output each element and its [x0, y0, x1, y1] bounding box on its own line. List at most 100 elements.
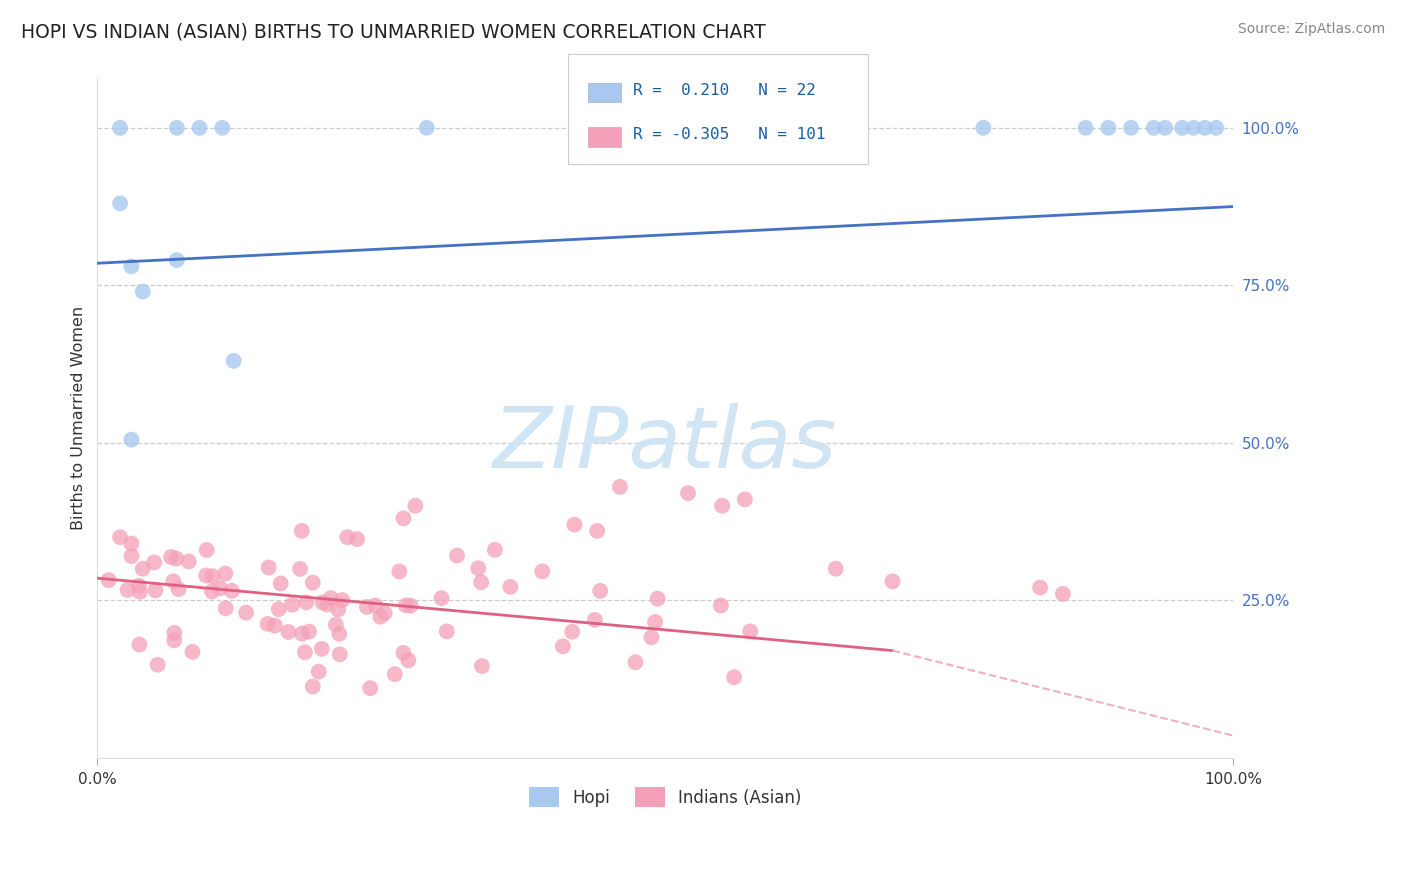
Point — [128, 579, 150, 593]
Point — [404, 499, 426, 513]
Point — [329, 648, 352, 662]
Point — [328, 627, 350, 641]
Point — [222, 354, 245, 368]
Point — [824, 562, 846, 576]
Point — [1029, 581, 1052, 595]
Point — [586, 524, 609, 538]
Text: R = -0.305   N = 101: R = -0.305 N = 101 — [633, 128, 825, 142]
Point — [311, 641, 333, 656]
Point — [120, 260, 142, 274]
Point — [364, 599, 387, 613]
Point — [392, 646, 415, 660]
Point — [336, 530, 359, 544]
Point — [108, 196, 131, 211]
Point — [209, 582, 232, 596]
Point — [471, 659, 494, 673]
Text: R =  0.210   N = 22: R = 0.210 N = 22 — [633, 83, 815, 97]
Point — [1171, 120, 1194, 135]
Point — [551, 640, 574, 654]
Point — [399, 599, 422, 613]
Point — [167, 582, 190, 597]
Point — [160, 549, 183, 564]
Point — [734, 492, 756, 507]
Point — [589, 583, 612, 598]
Point — [166, 253, 188, 268]
Point — [359, 681, 381, 696]
Point — [211, 120, 233, 135]
Point — [583, 613, 606, 627]
Point — [1074, 120, 1097, 135]
Point — [277, 625, 299, 640]
Point — [195, 568, 218, 582]
Point — [1205, 120, 1227, 135]
Point — [195, 543, 218, 558]
Point — [145, 583, 167, 598]
Point — [609, 480, 631, 494]
Point — [561, 624, 583, 639]
Point — [467, 561, 489, 575]
Point — [201, 584, 224, 599]
Point — [235, 606, 257, 620]
Point — [308, 665, 330, 679]
Point — [256, 616, 278, 631]
Point — [108, 120, 131, 135]
Point — [143, 555, 166, 569]
Point — [294, 645, 316, 659]
Point — [188, 120, 211, 135]
Point — [388, 565, 411, 579]
Point — [319, 591, 342, 605]
Point — [740, 624, 762, 639]
Point — [1182, 120, 1205, 135]
Point — [301, 575, 323, 590]
Point — [325, 617, 347, 632]
Point — [499, 580, 522, 594]
Point — [416, 120, 439, 135]
Y-axis label: Births to Unmarried Women: Births to Unmarried Women — [72, 305, 86, 530]
Point — [215, 601, 238, 615]
Point — [201, 569, 224, 583]
Point — [291, 626, 314, 640]
Point — [1119, 120, 1142, 135]
Point — [644, 615, 666, 629]
Point — [264, 618, 287, 632]
Point — [723, 670, 745, 684]
Text: Source: ZipAtlas.com: Source: ZipAtlas.com — [1237, 22, 1385, 37]
Point — [288, 562, 311, 576]
Point — [291, 524, 314, 538]
Point — [301, 680, 323, 694]
Point — [120, 433, 142, 447]
Point — [162, 574, 184, 589]
Point — [128, 638, 150, 652]
Point — [374, 606, 396, 620]
Point — [882, 574, 904, 589]
Point — [392, 511, 415, 525]
Point — [531, 565, 554, 579]
Point — [446, 549, 468, 563]
Point — [1097, 120, 1119, 135]
Point — [430, 591, 453, 606]
Point — [1154, 120, 1177, 135]
Point — [484, 542, 506, 557]
Point — [128, 584, 150, 599]
Point — [221, 583, 243, 598]
Point — [120, 536, 142, 550]
Point — [790, 120, 813, 135]
Point — [166, 120, 188, 135]
Point — [311, 595, 333, 609]
Text: HOPI VS INDIAN (ASIAN) BIRTHS TO UNMARRIED WOMEN CORRELATION CHART: HOPI VS INDIAN (ASIAN) BIRTHS TO UNMARRI… — [21, 22, 766, 41]
Point — [330, 593, 353, 607]
Point — [1143, 120, 1166, 135]
Point — [132, 285, 155, 299]
Point — [267, 602, 290, 616]
Point — [163, 625, 186, 640]
Point — [328, 602, 350, 616]
Point — [120, 549, 142, 563]
Point — [165, 551, 187, 566]
Point — [972, 120, 994, 135]
Point — [384, 667, 406, 681]
Point — [132, 562, 155, 576]
Point — [108, 530, 131, 544]
Point — [257, 560, 280, 574]
Point — [624, 655, 647, 669]
Point — [710, 599, 733, 613]
